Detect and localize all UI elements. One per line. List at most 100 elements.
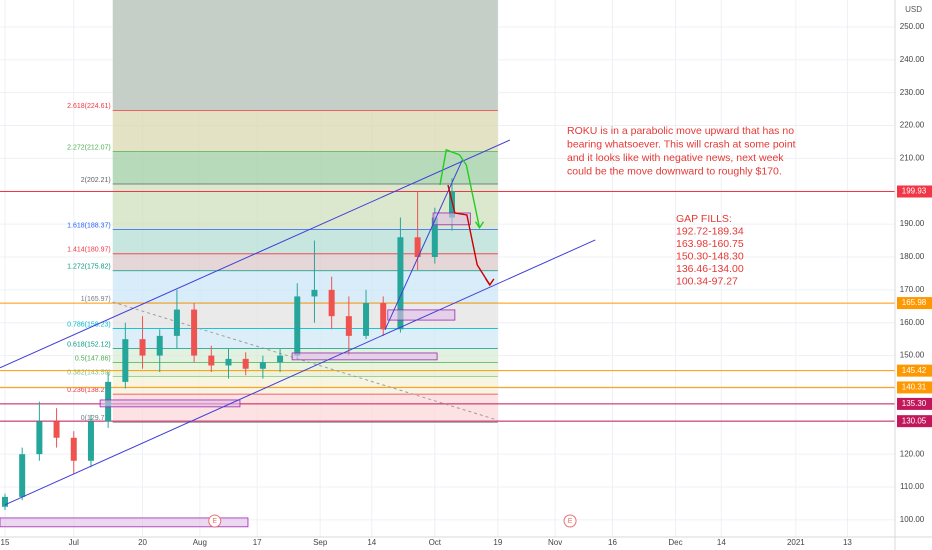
fib-label: 1.618(188.37) bbox=[67, 222, 111, 229]
x-tick-label: 16 bbox=[608, 538, 617, 547]
fib-zone bbox=[112, 270, 498, 304]
fib-zone bbox=[112, 229, 498, 254]
fib-top-zone bbox=[112, 0, 498, 111]
x-tick-label: 20 bbox=[138, 538, 147, 547]
price-tag bbox=[897, 381, 932, 394]
candle-body bbox=[431, 217, 438, 257]
price-tag bbox=[897, 364, 932, 377]
fib-label: 0.786(158.23) bbox=[67, 321, 111, 328]
gap-fill-text: 136.46-134.00 bbox=[676, 263, 744, 275]
candle-body bbox=[87, 421, 94, 461]
y-tick-label: 120.00 bbox=[900, 449, 925, 458]
candle-body bbox=[208, 355, 215, 366]
fib-label: 1.414(180.97) bbox=[67, 247, 111, 254]
candle-body bbox=[277, 355, 284, 363]
earnings-marker bbox=[208, 514, 222, 528]
candle-body bbox=[397, 237, 404, 330]
y-tick-label: 250.00 bbox=[900, 22, 925, 31]
y-tick-label: 210.00 bbox=[900, 154, 925, 163]
x-tick-label: 14 bbox=[717, 538, 726, 547]
gap-fill-text: 163.98-160.75 bbox=[676, 238, 744, 250]
fib-label: 1(165.97) bbox=[81, 296, 111, 303]
projection-path bbox=[439, 148, 481, 228]
x-tick-label: Aug bbox=[193, 538, 207, 547]
candle-body bbox=[294, 296, 301, 356]
earnings-label: E bbox=[212, 518, 217, 525]
x-tick-label: 17 bbox=[253, 538, 262, 547]
price-tag-label: 199.93 bbox=[902, 187, 927, 196]
projection-path bbox=[447, 184, 491, 286]
fib-zone bbox=[112, 394, 498, 423]
fib-label: 2(202.21) bbox=[81, 177, 111, 184]
price-tag-label: 140.31 bbox=[902, 383, 927, 392]
price-tag-label: 145.42 bbox=[902, 366, 927, 375]
gap-fill-text: GAP FILLS: bbox=[676, 213, 732, 225]
fib-zone bbox=[112, 151, 498, 185]
channel-line bbox=[0, 139, 511, 369]
arrow-head bbox=[485, 278, 495, 287]
x-tick-label: 19 bbox=[493, 538, 502, 547]
candle-body bbox=[19, 454, 26, 497]
fib-label: 0.618(152.12) bbox=[67, 341, 111, 348]
price-tag-label: 130.05 bbox=[902, 416, 927, 425]
price-tag bbox=[897, 297, 932, 310]
annotation-text: bearing whatsoever. This will crash at s… bbox=[567, 138, 796, 150]
gap-fill-text: 100.34-97.27 bbox=[676, 275, 738, 287]
fib-label: 1.272(175.82) bbox=[67, 264, 111, 271]
fib-label: 0(129.72) bbox=[81, 415, 111, 422]
gap-fill-text: 150.30-148.30 bbox=[676, 250, 744, 262]
candle-body bbox=[139, 339, 146, 356]
arrow-head bbox=[474, 221, 485, 230]
x-tick-label: 14 bbox=[367, 538, 376, 547]
x-tick-label: 13 bbox=[843, 538, 852, 547]
x-tick-label: Sep bbox=[313, 538, 328, 547]
y-tick-label: 170.00 bbox=[900, 285, 925, 294]
y-tick-label: 160.00 bbox=[900, 318, 925, 327]
candle-body bbox=[259, 362, 266, 369]
channel-line bbox=[4, 239, 596, 506]
earnings-marker bbox=[563, 514, 577, 528]
candle-body bbox=[448, 191, 455, 218]
annotation-text: ROKU is in a parabolic move upward that … bbox=[567, 125, 794, 137]
x-tick-label: Oct bbox=[429, 538, 442, 547]
price-tag bbox=[897, 415, 932, 428]
x-tick-label: Jul bbox=[69, 538, 79, 547]
earnings-label: E bbox=[568, 518, 573, 525]
x-tick-label: Dec bbox=[668, 538, 682, 547]
fib-zone bbox=[112, 253, 498, 271]
candle-body bbox=[156, 335, 163, 356]
y-tick-label: 150.00 bbox=[900, 351, 925, 360]
candle-body bbox=[1, 496, 8, 507]
candle-body bbox=[242, 358, 249, 369]
gap-box bbox=[432, 212, 471, 226]
candle-body bbox=[36, 421, 43, 455]
fib-label: 2.618(224.61) bbox=[67, 103, 111, 110]
x-tick-label: 15 bbox=[1, 538, 10, 547]
y-tick-label: 180.00 bbox=[900, 252, 925, 261]
gap-box bbox=[99, 399, 241, 408]
fib-label: 0.236(138.27) bbox=[67, 387, 111, 394]
gap-box bbox=[387, 309, 456, 321]
candle-body bbox=[122, 339, 129, 382]
fib-zone bbox=[112, 328, 498, 349]
annotation-text: and it looks like with negative news, ne… bbox=[567, 152, 784, 164]
candle-body bbox=[191, 309, 198, 356]
currency-label: USD bbox=[905, 5, 922, 14]
candle-body bbox=[380, 303, 387, 330]
x-tick-label: Nov bbox=[548, 538, 562, 547]
x-tick-label: 2021 bbox=[787, 538, 805, 547]
annotation-text: could be the move downward to roughly $1… bbox=[567, 165, 782, 177]
fib-zone bbox=[112, 376, 498, 395]
fib-label: 0.382(143.59) bbox=[67, 369, 111, 376]
price-tag bbox=[897, 185, 932, 198]
y-tick-label: 240.00 bbox=[900, 55, 925, 64]
price-tag bbox=[897, 397, 932, 410]
gap-box bbox=[0, 517, 249, 528]
candle-body bbox=[70, 437, 77, 461]
y-tick-label: 110.00 bbox=[900, 482, 924, 491]
y-tick-label: 190.00 bbox=[900, 219, 925, 228]
candle-body bbox=[53, 421, 60, 438]
candle-body bbox=[363, 303, 370, 336]
candle-body bbox=[311, 289, 318, 297]
